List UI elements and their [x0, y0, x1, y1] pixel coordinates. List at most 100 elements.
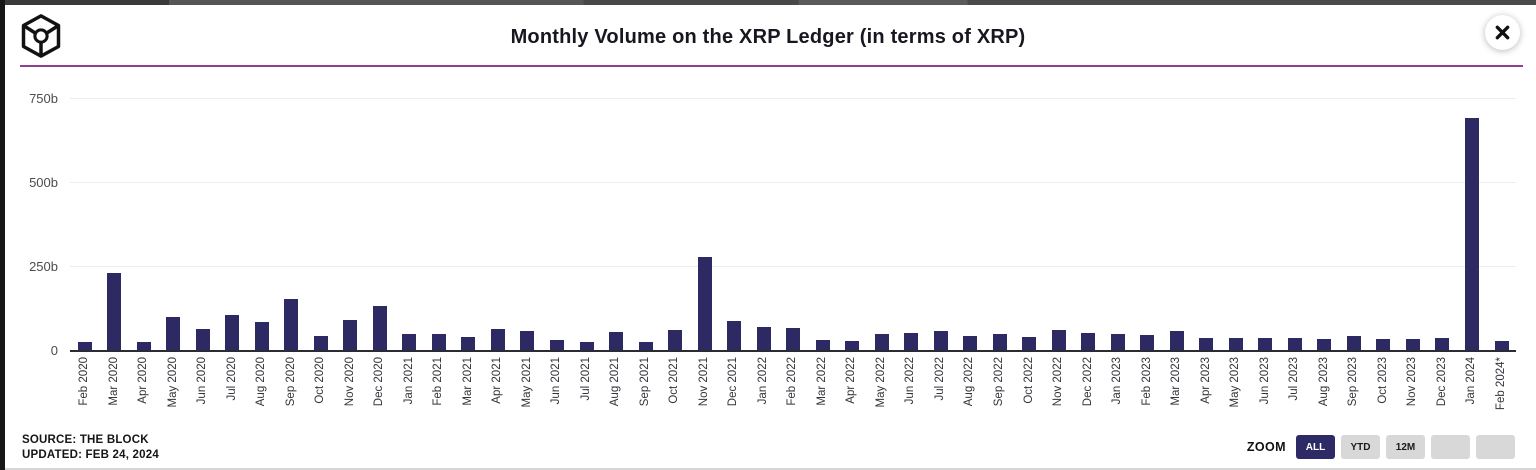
bar[interactable]	[904, 333, 919, 350]
bar[interactable]	[1169, 330, 1184, 350]
bar[interactable]	[343, 319, 358, 350]
bar[interactable]	[77, 341, 92, 350]
bar-column: Feb 2020	[70, 98, 100, 428]
bar-column: Jul 2021	[572, 98, 602, 428]
zoom-button-all[interactable]: ALL	[1296, 435, 1335, 459]
bar-column: Nov 2020	[336, 98, 366, 428]
zoom-buttons: ALL YTD 12M	[1296, 435, 1515, 459]
bar-zone	[1133, 98, 1163, 350]
bar[interactable]	[1376, 338, 1391, 350]
bar[interactable]	[1258, 337, 1273, 350]
bar[interactable]	[668, 330, 683, 350]
bar-zone	[690, 98, 720, 350]
bar[interactable]	[786, 327, 801, 350]
bar-column: Nov 2022	[1044, 98, 1074, 428]
bar[interactable]	[461, 336, 476, 350]
bar[interactable]	[1405, 338, 1420, 350]
bar-column: Dec 2020	[365, 98, 395, 428]
chart-plot-area	[70, 98, 1516, 352]
y-tick-label: 250b	[29, 259, 58, 274]
bar-zone	[542, 98, 572, 350]
bar[interactable]	[431, 333, 446, 350]
bar[interactable]	[1346, 335, 1361, 350]
bar-column: Mar 2020	[100, 98, 130, 428]
x-tick-label: Feb 2020	[78, 357, 90, 406]
bar-zone	[1044, 98, 1074, 350]
bar[interactable]	[1435, 337, 1450, 350]
x-tick-label: Aug 2023	[1317, 357, 1330, 407]
bar[interactable]	[490, 329, 505, 350]
bar-column: Apr 2023	[1192, 98, 1222, 428]
bar[interactable]	[756, 326, 771, 350]
bar-column: Feb 2023	[1133, 98, 1163, 428]
close-button[interactable]	[1485, 15, 1520, 50]
header-divider	[20, 65, 1523, 67]
x-tick-label: Jan 2024	[1465, 357, 1478, 405]
bar[interactable]	[1287, 337, 1302, 350]
bar[interactable]	[313, 335, 328, 350]
x-tick-label: Sep 2020	[284, 357, 297, 407]
x-tick-label: Feb 2021	[432, 357, 445, 406]
bar[interactable]	[1464, 118, 1479, 350]
bar[interactable]	[1051, 329, 1066, 350]
bar[interactable]	[697, 256, 712, 350]
x-tick-label: Apr 2021	[491, 357, 504, 404]
x-tick-label: Nov 2023	[1406, 357, 1419, 407]
bar[interactable]	[579, 341, 594, 350]
x-tick-label: Jul 2021	[579, 357, 592, 401]
bar[interactable]	[1081, 333, 1096, 350]
bar[interactable]	[963, 335, 978, 350]
bar[interactable]	[1110, 333, 1125, 350]
bar-zone	[1369, 98, 1399, 350]
bar[interactable]	[254, 322, 269, 350]
bar[interactable]	[520, 331, 535, 350]
bar[interactable]	[1140, 335, 1155, 350]
x-tick-label: Mar 2020	[107, 357, 120, 406]
screenshot-bottom-edge	[0, 468, 1536, 470]
bar[interactable]	[372, 305, 387, 350]
y-tick-label: 0	[50, 343, 58, 358]
bar[interactable]	[284, 298, 299, 350]
bar[interactable]	[1228, 337, 1243, 350]
bar[interactable]	[992, 333, 1007, 350]
zoom-controls: ZOOM ALL YTD 12M	[1247, 435, 1515, 459]
bar[interactable]	[1199, 337, 1214, 350]
bar[interactable]	[815, 339, 830, 350]
x-tick-label: Dec 2021	[727, 357, 740, 407]
x-tick-label: Aug 2020	[255, 357, 268, 407]
bar[interactable]	[136, 341, 151, 350]
bar[interactable]	[225, 315, 240, 350]
zoom-button-ytd[interactable]: YTD	[1341, 435, 1380, 459]
bar-zone	[424, 98, 454, 350]
zoom-button-12m[interactable]: 12M	[1386, 435, 1425, 459]
bar[interactable]	[166, 317, 181, 350]
bar[interactable]	[638, 341, 653, 350]
bar[interactable]	[107, 272, 122, 350]
bar[interactable]	[609, 331, 624, 350]
zoom-button-blank[interactable]	[1431, 435, 1470, 459]
x-tick-label: Nov 2022	[1052, 357, 1065, 407]
bar-column: Aug 2021	[601, 98, 631, 428]
bar[interactable]	[933, 330, 948, 350]
bar-zone	[1280, 98, 1310, 350]
bar[interactable]	[845, 341, 860, 350]
y-tick-label: 500b	[29, 175, 58, 190]
bar[interactable]	[727, 320, 742, 350]
bar[interactable]	[1317, 339, 1332, 350]
bar-zone	[395, 98, 425, 350]
bar-zone	[719, 98, 749, 350]
bar[interactable]	[1022, 337, 1037, 350]
bar[interactable]	[195, 328, 210, 350]
bar-zone	[277, 98, 307, 350]
zoom-button-blank[interactable]	[1476, 435, 1515, 459]
bar[interactable]	[550, 340, 564, 350]
x-tick-label: Jul 2020	[225, 357, 238, 401]
bar[interactable]	[1494, 340, 1509, 350]
x-tick-label: Feb 2022	[786, 357, 799, 406]
x-tick-label: Sep 2023	[1347, 357, 1360, 407]
bar[interactable]	[874, 334, 889, 350]
bar-zone	[1428, 98, 1458, 350]
bar-column: Apr 2021	[483, 98, 513, 428]
x-tick-label: Dec 2022	[1081, 357, 1094, 407]
bar[interactable]	[402, 334, 417, 350]
